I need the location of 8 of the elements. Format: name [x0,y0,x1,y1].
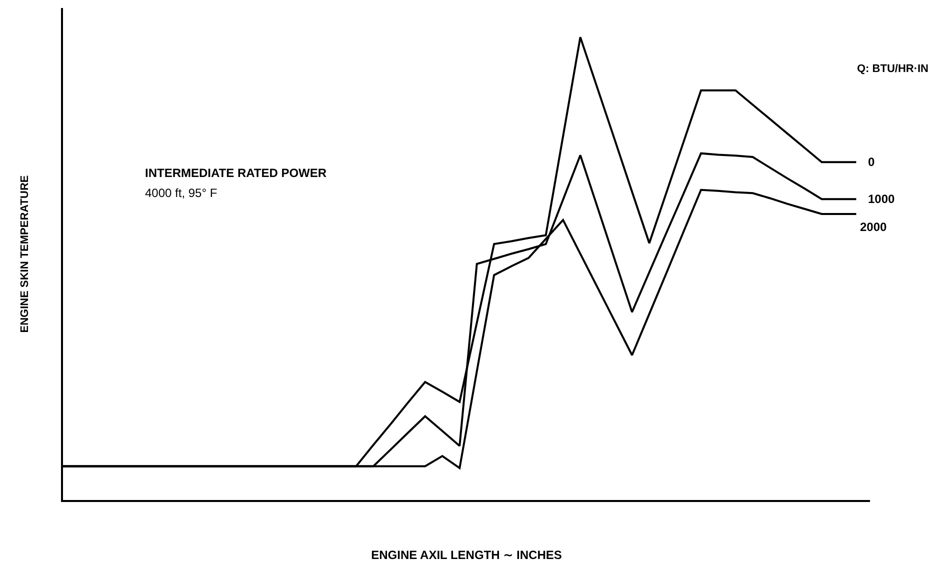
legend-title: Q: BTU/HR·IN [857,63,929,75]
annotation: 4000 ft, 95° F [145,186,218,200]
y-axis-title: ENGINE SKIN TEMPERATURE [19,175,32,333]
series-label: 1000 [868,192,896,206]
series-label: 2000 [860,220,888,234]
annotation: INTERMEDIATE RATED POWER [145,166,327,180]
x-axis-title: ENGINE AXIL LENGTH ∼ INCHES [371,548,562,562]
series-label: 0 [868,155,875,169]
